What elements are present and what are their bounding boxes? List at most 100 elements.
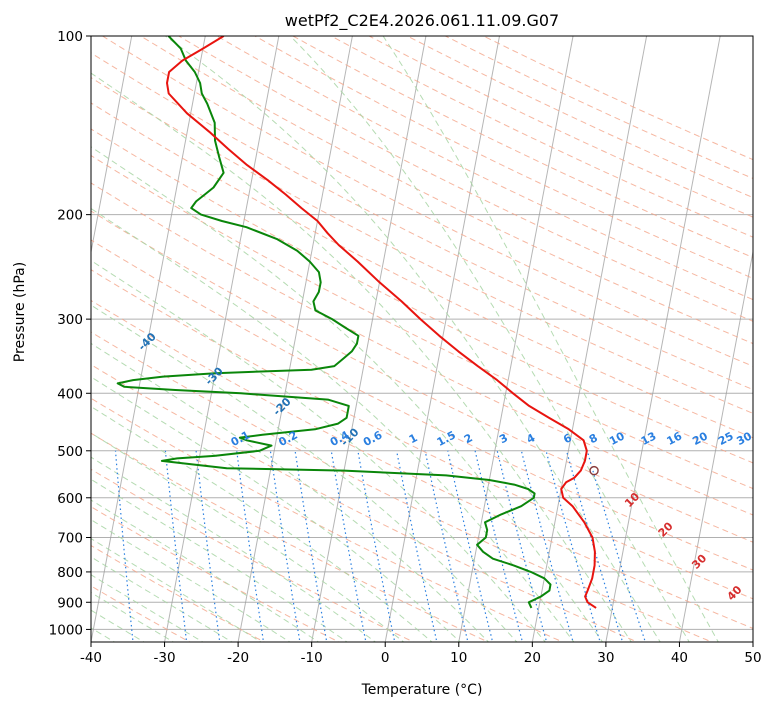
- moist-adiabat--20: [91, 537, 262, 642]
- adiabat-label-10: 10: [622, 490, 642, 510]
- mixing-ratio-line-4: [357, 450, 396, 642]
- dry-adiabat-180: [215, 36, 753, 301]
- y-tick-label-300: 300: [57, 312, 83, 328]
- mixing-ratio-label-2: 2: [462, 431, 475, 446]
- moist-adiabat-4: [91, 405, 433, 642]
- mixing-ratio-line-8: [424, 450, 469, 642]
- x-tick-label--30: -30: [154, 650, 176, 666]
- mixing-ratio-line-0.2: [114, 450, 134, 642]
- mixing-ratio-line-25: [545, 450, 601, 642]
- dewpoint-line: [116, 36, 552, 609]
- x-axis-label: Temperature (°C): [361, 682, 483, 698]
- adiabat-label-20: 20: [656, 519, 676, 539]
- y-tick-label-800: 800: [57, 565, 83, 581]
- plot-background-lines: [0, 23, 753, 645]
- plot-frame: [90, 35, 754, 643]
- dry-adiabat-0: [91, 468, 415, 642]
- mixing-ratio-label-30: 30: [734, 429, 754, 448]
- x-tick-label-20: 20: [524, 650, 541, 666]
- x-tick-label--20: -20: [227, 650, 249, 666]
- moist-adiabat-8: [91, 376, 461, 642]
- mixing-ratio-line-0.1: [69, 451, 83, 645]
- dry-adiabat-10: [91, 432, 490, 642]
- moist-adiabat-0: [91, 432, 405, 642]
- mixing-ratio-label-13: 13: [639, 429, 659, 448]
- dry-adiabat--20: [91, 544, 266, 642]
- isotherm-0: [384, 36, 501, 642]
- isotherm-label--60: -60: [6, 236, 29, 259]
- dry-adiabat-120: [91, 102, 753, 439]
- mixing-ratio-line-10: [447, 450, 494, 642]
- mixing-ratio-line-0.6: [195, 450, 221, 642]
- moist-adiabat-32: [91, 72, 633, 642]
- moist-adiabat--24: [91, 556, 233, 642]
- moist-adiabat--32: [91, 591, 175, 642]
- mixing-ratio-label-6: 6: [561, 431, 574, 446]
- mixing-ratio-label-20: 20: [690, 429, 710, 448]
- dry-adiabat-50: [91, 299, 753, 629]
- y-tick-label-1000: 1000: [49, 622, 83, 638]
- moist-adiabat-24: [91, 207, 575, 642]
- mixing-ratio-line-13: [474, 450, 524, 642]
- marker-circle: [589, 465, 599, 476]
- isotherm-20: [531, 36, 648, 642]
- isotherm-label--20: -20: [270, 395, 293, 418]
- x-tick-label-0: 0: [381, 650, 390, 666]
- x-tick-label-10: 10: [450, 650, 467, 666]
- y-tick-label-700: 700: [57, 531, 83, 547]
- axes: -40 -30 -20 -10 0 10 20 30 40 5010020030040050060…: [49, 29, 762, 666]
- x-tick-label-50: 50: [744, 650, 761, 666]
- mixing-ratio-label-3: 3: [497, 431, 510, 446]
- dry-adiabat-150: [101, 36, 753, 367]
- moist-adiabat--8: [91, 478, 348, 642]
- isotherm-30: [605, 36, 721, 642]
- dry-adiabat-140: [91, 52, 753, 391]
- moist-adiabat--16: [91, 519, 291, 642]
- adiabat-label-30: 30: [689, 551, 709, 571]
- mixing-ratio-label-1.5: 1.5: [435, 428, 458, 449]
- isotherm--20: [237, 36, 353, 642]
- mixing-ratio-line-36: [586, 450, 646, 642]
- mixing-ratio-line-2: [294, 450, 328, 642]
- isotherm--40: [91, 36, 206, 642]
- dry-adiabat-220: [368, 36, 753, 218]
- moist-adiabat-16: [91, 304, 518, 642]
- dry-adiabat-30: [91, 364, 639, 642]
- moist-adiabat--4: [91, 456, 377, 642]
- moist-adiabat-36: [164, 36, 661, 642]
- isotherm--30: [164, 36, 280, 642]
- mixing-ratio-line-20: [520, 450, 574, 642]
- mixing-ratio-label-0.6: 0.6: [361, 428, 385, 449]
- mixing-ratio-line-16: [496, 450, 548, 642]
- isotherm-10: [458, 36, 574, 642]
- dry-adiabat-230: [406, 36, 753, 199]
- isotherm-40: [678, 249, 753, 642]
- mixing-ratio-line-0.4: [164, 450, 188, 642]
- mixing-ratio-line-3: [330, 450, 367, 642]
- y-tick-label-900: 900: [57, 595, 83, 611]
- isotherm--50: [91, 36, 133, 255]
- dry-adiabat-240: [444, 36, 753, 180]
- y-tick-label-200: 200: [57, 208, 83, 224]
- dry-adiabat-90: [91, 182, 753, 516]
- dry-adiabat--10: [91, 506, 340, 642]
- dry-adiabat-80: [91, 210, 753, 543]
- isotherm-50: [752, 639, 753, 642]
- isotherm--60: [0, 23, 61, 645]
- x-tick-label--40: -40: [80, 650, 102, 666]
- plot-profiles: [116, 36, 599, 609]
- moist-adiabat--28: [91, 574, 204, 642]
- dry-adiabat-190: [253, 36, 753, 279]
- x-tick-label-40: 40: [671, 650, 688, 666]
- mixing-ratio-label-25: 25: [716, 429, 736, 448]
- dry-adiabat-130: [91, 77, 753, 414]
- dry-adiabat-200: [291, 36, 753, 259]
- x-tick-label-30: 30: [597, 650, 614, 666]
- y-tick-label-600: 600: [57, 491, 83, 507]
- y-tick-label-400: 400: [57, 386, 83, 402]
- line-labels: -100-90-80-70-60-50-40-30-20-100.10.20.4…: [6, 236, 754, 603]
- y-axis-label: Pressure (hPa): [12, 262, 28, 362]
- adiabat-label-40: 40: [725, 583, 745, 603]
- moist-adiabat-44: [382, 36, 719, 642]
